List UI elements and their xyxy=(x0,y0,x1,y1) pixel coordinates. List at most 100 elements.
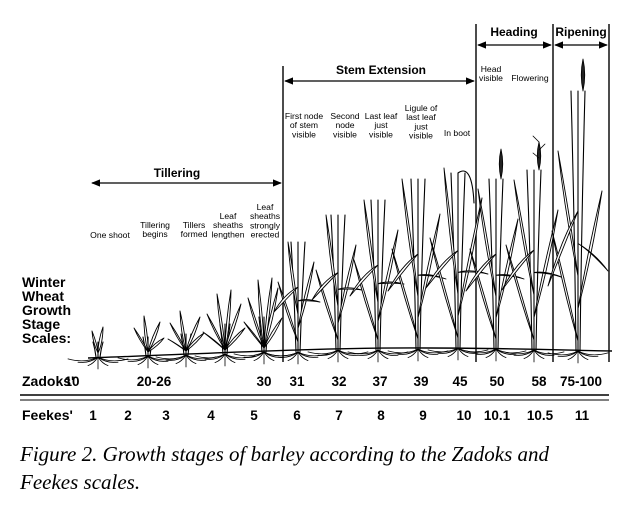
note-first-node-line: visible xyxy=(292,129,316,139)
plant-roots xyxy=(155,354,217,368)
plant-leaf xyxy=(513,179,535,296)
plant-leaf xyxy=(243,321,265,349)
scale-title-line: Scales: xyxy=(22,330,71,346)
note-flowering-line: Flowering xyxy=(511,73,548,83)
plant-leaf xyxy=(495,218,519,319)
plant-leaf xyxy=(147,321,161,353)
note-one-shoot-line: One shoot xyxy=(90,230,130,240)
note-last-leaf-line: visible xyxy=(369,129,393,139)
note-first-node-line: First node xyxy=(285,111,323,121)
zadoks-values: 10 20-26 30 31 32 37 39 45 50 58 75-100 xyxy=(64,374,602,389)
plant-leaf xyxy=(224,303,242,351)
plant-leaf xyxy=(169,322,187,352)
plant-roots xyxy=(347,349,409,363)
phase-title-ripening: Ripening xyxy=(555,25,606,39)
plant-leaf xyxy=(277,281,299,343)
feekes-value: 8 xyxy=(377,408,385,423)
phase-titles: Tillering Stem Extension Heading Ripenin… xyxy=(154,25,607,180)
note-first-node: First node of stem visible xyxy=(285,111,323,139)
plant-leaf xyxy=(547,210,579,287)
zadoks-value: 75-100 xyxy=(560,374,602,389)
plant-leaf xyxy=(501,249,535,291)
plant-leaf xyxy=(287,241,299,315)
plant-leaf xyxy=(377,281,405,285)
plant-stem xyxy=(459,172,466,349)
plant-leaf xyxy=(391,248,419,340)
scale-title-line: Stage xyxy=(22,316,60,332)
note-leaf-sheaths-lengthen-line: Leaf xyxy=(220,211,237,221)
zadoks-value: 50 xyxy=(489,374,504,389)
plant-leaf xyxy=(577,190,603,309)
plant-leaf xyxy=(443,167,459,295)
plant-stem xyxy=(535,169,542,351)
plant-stem xyxy=(379,199,386,351)
plant-leaf xyxy=(91,330,99,354)
plant-leaf xyxy=(273,286,299,313)
plant-leaf xyxy=(457,270,489,275)
plant-leaf xyxy=(147,337,165,353)
plant-stem xyxy=(99,341,104,358)
phase-title-tillering: Tillering xyxy=(154,166,200,180)
note-leaf-sheaths-strongly-erected-line: erected xyxy=(251,230,280,240)
stage-notes: One shoot Tillering begins Tillers formed … xyxy=(90,64,549,240)
plant-leaf xyxy=(167,338,187,352)
plant-stem xyxy=(526,169,533,351)
feekes-value: 4 xyxy=(207,408,215,423)
feekes-value: 3 xyxy=(162,408,170,423)
note-tillering-begins: Tillering begins xyxy=(140,220,170,239)
plant-leaf xyxy=(533,271,565,279)
plant-leaf xyxy=(417,274,447,280)
plant-roots xyxy=(67,356,129,370)
note-leaf-sheaths-strongly-erected-line: sheaths xyxy=(250,211,280,221)
plant-leaf xyxy=(465,253,497,292)
note-second-node: Second node visible xyxy=(330,111,359,139)
plant-leaf xyxy=(206,313,226,351)
plant-leaf xyxy=(263,277,273,349)
plant-leaf xyxy=(469,248,497,340)
plant-head xyxy=(580,58,586,92)
note-ligule-line: Ligule of xyxy=(405,103,438,113)
plant-leaf xyxy=(311,272,339,301)
plant-leaf xyxy=(577,243,609,272)
plant-leaf xyxy=(349,264,379,297)
plant-boot-leaf xyxy=(457,170,475,204)
feekes-value: 7 xyxy=(335,408,343,423)
plant-head xyxy=(498,148,504,180)
note-one-shoot: One shoot xyxy=(90,230,130,240)
plant-leaf xyxy=(477,188,497,297)
plant-leaf xyxy=(216,293,226,351)
note-last-leaf-line: Last leaf xyxy=(365,111,398,121)
plant-leaf xyxy=(425,250,459,289)
plant-illustrations xyxy=(67,58,609,370)
feekes-value: 6 xyxy=(293,408,301,423)
note-head-visible: Head visible xyxy=(479,64,503,83)
figure-caption: Figure 2. Growth stages of barley accord… xyxy=(20,442,550,494)
plant-leaf xyxy=(353,259,379,341)
feekes-value: 2 xyxy=(124,408,132,423)
note-tillers-formed-line: formed xyxy=(181,229,208,239)
note-head-visible-line: Head xyxy=(481,64,502,74)
note-tillering-begins-line: Tillering xyxy=(140,220,170,230)
feekes-value: 5 xyxy=(250,408,258,423)
note-tillering-begins-line: begins xyxy=(142,229,167,239)
note-last-leaf-line: just xyxy=(373,120,388,130)
plant-roots xyxy=(307,349,369,363)
plant-stem xyxy=(299,241,306,353)
plant-leaf xyxy=(247,297,265,349)
note-leaf-sheaths-lengthen: Leaf sheaths lengthen xyxy=(212,211,245,239)
note-leaf-sheaths-strongly-erected-line: Leaf xyxy=(257,202,274,212)
note-ligule-line: last leaf xyxy=(406,112,436,122)
zadoks-value: 31 xyxy=(289,374,305,389)
plant-roots xyxy=(503,349,565,363)
zadoks-value: 39 xyxy=(413,374,428,389)
plant-roots xyxy=(387,348,449,362)
scale-title-line: Winter xyxy=(22,274,66,290)
plant-roots xyxy=(233,351,295,365)
plant-leaf xyxy=(179,310,187,352)
plant-leaf xyxy=(202,331,226,351)
note-leaf-sheaths-strongly-erected: Leaf sheaths strongly erected xyxy=(250,202,281,240)
zadoks-value: 58 xyxy=(531,374,547,389)
plant-leaf xyxy=(457,197,483,317)
note-ligule-line: just xyxy=(413,121,428,131)
plant-leaf xyxy=(325,214,339,307)
